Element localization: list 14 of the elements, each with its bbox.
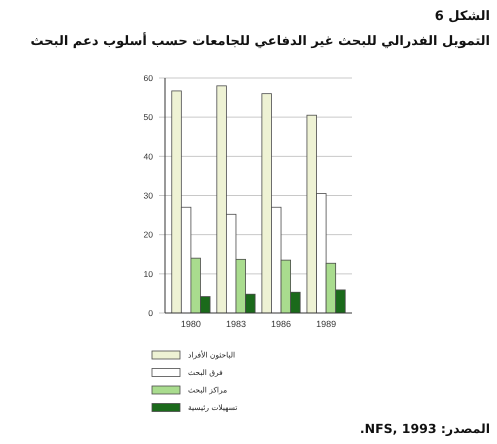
y-tick-label: 30 xyxy=(144,190,154,200)
text: الشكل 6 xyxy=(434,9,490,24)
y-tick-label: 10 xyxy=(144,268,154,279)
y-tick-label: 0 xyxy=(148,308,154,318)
chart-subtitle: التمويل الفدرالي للبحث غير الدفاعي للجامعات حسب أسلوب دعم البحث xyxy=(30,32,490,49)
y-tick-label: 50 xyxy=(144,112,154,122)
x-tick-label: 1986 xyxy=(271,319,292,329)
y-tick-label: 20 xyxy=(144,230,154,240)
x-tick-label: 1989 xyxy=(316,319,336,329)
x-tick-label: 1983 xyxy=(226,319,246,329)
x-tick-label: 1980 xyxy=(180,319,201,329)
text: المصدر: NFS, 1993. xyxy=(360,421,490,437)
y-tick-label: 60 xyxy=(144,72,154,83)
y-tick-label: 40 xyxy=(144,151,154,162)
